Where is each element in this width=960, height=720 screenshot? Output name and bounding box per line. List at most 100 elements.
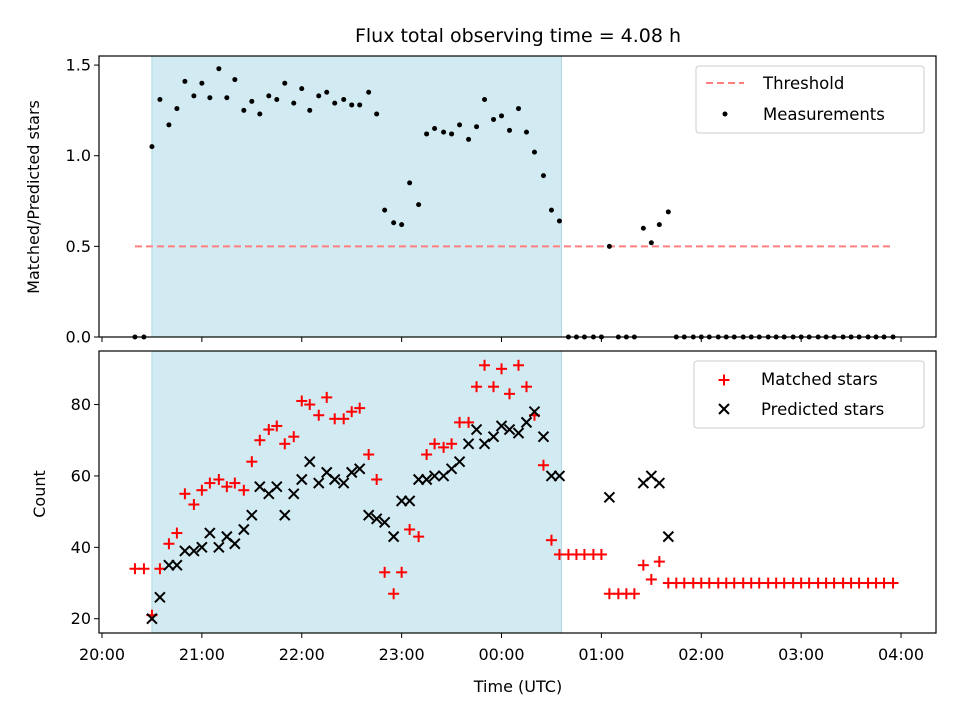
matched-star-point xyxy=(296,395,308,407)
predicted-star-point xyxy=(503,423,516,436)
predicted-x-b xyxy=(279,509,291,521)
measurement-point xyxy=(441,129,447,135)
predicted-star-point xyxy=(537,430,550,443)
matched-star-point xyxy=(388,588,400,600)
predicted-star-point xyxy=(662,530,675,543)
matched-star-point xyxy=(338,413,350,425)
matched-star-point xyxy=(246,456,258,468)
predicted-star-point xyxy=(653,477,666,489)
x-tick-label: 02:00 xyxy=(678,645,724,664)
count-y-tick-label: 60 xyxy=(71,466,91,485)
predicted-star-point xyxy=(171,559,183,571)
predicted-x-b xyxy=(487,430,500,443)
measurement-point xyxy=(149,144,155,150)
measurement-point xyxy=(556,218,562,224)
predicted-star-point xyxy=(520,416,533,429)
count-frame xyxy=(98,350,937,634)
matched-star-point xyxy=(421,449,433,461)
matched-star-point xyxy=(545,534,557,546)
predicted-x-b xyxy=(188,545,200,557)
predicted-star-point xyxy=(254,480,266,493)
predicted-x-b xyxy=(271,480,283,493)
measurement-point xyxy=(166,122,172,128)
predicted-star-point xyxy=(146,613,158,625)
measurement-point xyxy=(432,126,438,132)
predicted-star-point xyxy=(238,523,250,536)
ratio-legend: Threshold Measurements xyxy=(695,65,925,134)
predicted-star-point xyxy=(271,480,283,493)
measurement-point xyxy=(232,77,238,83)
measurement-point xyxy=(407,180,413,186)
predicted-star-point xyxy=(313,477,325,489)
predicted-star-point xyxy=(179,545,191,557)
ratio-panel: 0.0 0.5 1.0 1.5 Matched/Predicted stars Thr… xyxy=(24,55,937,347)
matched-star-point xyxy=(396,566,408,578)
measurement-point xyxy=(174,106,180,112)
matched-star-point xyxy=(504,388,516,400)
measurement-point xyxy=(424,131,430,137)
matched-star-point xyxy=(488,381,500,393)
measurement-point xyxy=(341,97,347,103)
measurement-point xyxy=(482,97,488,103)
predicted-star-point xyxy=(478,438,491,450)
predicted-x-b xyxy=(213,541,225,554)
measurements-legend-label: Measurements xyxy=(763,105,885,124)
matched-star-point xyxy=(887,577,899,589)
ratio-y-tick-label: 1.5 xyxy=(66,56,91,75)
count-legend-box xyxy=(693,360,925,429)
predicted-star-point xyxy=(470,423,483,436)
measurement-point xyxy=(416,202,422,208)
measurement-point xyxy=(656,222,662,228)
predicted-x-b xyxy=(238,523,250,536)
measurement-point xyxy=(307,107,313,113)
matched-legend-label: Matched stars xyxy=(761,370,878,389)
predicted-x-b xyxy=(645,470,658,482)
predicted-x-b xyxy=(171,559,183,571)
measurement-point xyxy=(507,127,513,133)
predicted-legend-swatch-b xyxy=(718,403,730,415)
x-tick-label: 04:00 xyxy=(878,645,924,664)
matched-star-point xyxy=(463,416,475,428)
predicted-star-point xyxy=(378,516,391,529)
measurement-point xyxy=(531,149,537,155)
predicted-x-b xyxy=(378,516,391,529)
matched-star-point xyxy=(179,488,191,500)
count-panel: 20 40 60 80 20:00 21:00 22:00 23:00 00:00 01:00 0… xyxy=(30,350,937,696)
measurement-point xyxy=(391,220,397,226)
measurement-point xyxy=(449,131,455,137)
measurement-point xyxy=(274,97,280,103)
ratio-y-tick-label: 0.0 xyxy=(66,328,91,347)
predicted-star-point xyxy=(403,495,416,507)
count-plot-area xyxy=(98,350,937,634)
measurements-legend-swatch xyxy=(722,111,728,117)
measurement-point xyxy=(332,100,338,106)
matched-star-point xyxy=(263,424,275,436)
matched-star-point xyxy=(221,481,233,493)
predicted-star-point xyxy=(288,488,300,500)
matched-star-point xyxy=(446,438,458,450)
matched-star-point xyxy=(413,531,425,543)
measurement-point xyxy=(207,95,213,101)
ratio-plot-area xyxy=(98,55,937,340)
predicted-x-b xyxy=(662,530,675,543)
measurement-point xyxy=(291,100,297,106)
matched-star-point xyxy=(595,548,607,560)
predicted-x-b xyxy=(503,423,516,436)
count-y-tick-label: 20 xyxy=(71,609,91,628)
matched-star-point xyxy=(229,477,241,489)
predicted-x-b xyxy=(288,488,300,500)
predicted-x-b xyxy=(420,473,433,486)
predicted-x-b xyxy=(196,541,208,554)
matched-star-point xyxy=(163,538,175,550)
matched-star-point xyxy=(304,399,316,411)
matched-star-point xyxy=(512,359,524,371)
predicted-x-b xyxy=(462,438,475,450)
ratio-frame xyxy=(98,55,937,338)
matched-star-point xyxy=(404,523,416,535)
predicted-star-point xyxy=(229,538,241,550)
matched-star-point xyxy=(438,441,450,453)
count-y-tick-label: 80 xyxy=(71,395,91,414)
count-y-axis-label: Count xyxy=(30,470,49,518)
matched-star-point xyxy=(429,438,441,450)
matched-star-point xyxy=(645,573,657,585)
